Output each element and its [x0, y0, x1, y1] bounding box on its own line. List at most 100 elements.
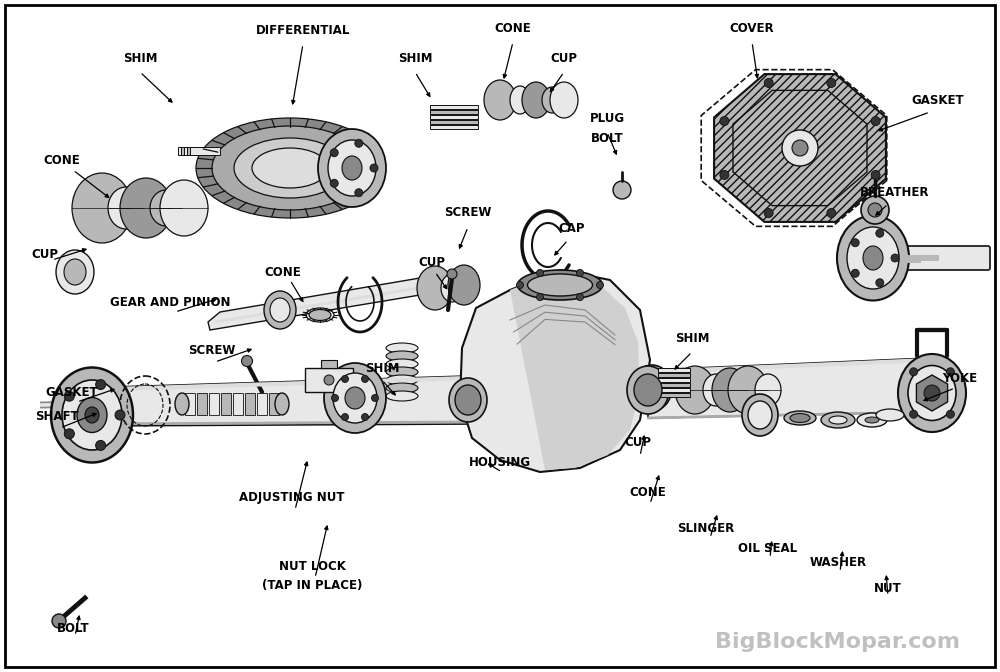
Text: CAP: CAP [559, 222, 585, 235]
Ellipse shape [857, 413, 887, 427]
Ellipse shape [908, 366, 956, 421]
Circle shape [827, 208, 836, 218]
Circle shape [324, 375, 334, 385]
Ellipse shape [510, 86, 530, 114]
Ellipse shape [333, 373, 377, 423]
Circle shape [910, 368, 918, 376]
Text: CONE: CONE [44, 153, 80, 167]
Text: ADJUSTING NUT: ADJUSTING NUT [239, 491, 345, 505]
Polygon shape [460, 270, 650, 472]
Ellipse shape [755, 374, 781, 406]
Text: CUP: CUP [550, 52, 578, 65]
Text: HOUSING: HOUSING [469, 456, 531, 468]
Circle shape [64, 391, 74, 401]
Polygon shape [714, 74, 886, 222]
Ellipse shape [386, 375, 418, 385]
Bar [197, 393, 207, 415]
Circle shape [764, 208, 773, 218]
Ellipse shape [703, 374, 729, 406]
Text: DIFFERENTIAL: DIFFERENTIAL [256, 24, 350, 36]
FancyBboxPatch shape [871, 246, 990, 270]
Text: (TAP IN PLACE): (TAP IN PLACE) [262, 579, 362, 593]
Ellipse shape [234, 138, 346, 198]
Circle shape [342, 413, 349, 421]
Bar [257, 393, 267, 415]
Polygon shape [510, 275, 640, 470]
Polygon shape [208, 278, 430, 330]
Circle shape [891, 254, 899, 262]
Ellipse shape [441, 274, 463, 302]
Circle shape [720, 171, 729, 179]
Bar [430, 115, 478, 119]
Circle shape [720, 116, 729, 126]
Ellipse shape [712, 368, 748, 412]
Ellipse shape [120, 178, 172, 238]
Ellipse shape [150, 190, 182, 226]
Ellipse shape [386, 359, 418, 369]
Circle shape [910, 410, 918, 418]
Text: GEAR AND PINION: GEAR AND PINION [110, 296, 230, 308]
Ellipse shape [865, 417, 879, 423]
Ellipse shape [550, 82, 578, 118]
Ellipse shape [748, 401, 772, 429]
Circle shape [576, 294, 584, 300]
Ellipse shape [821, 412, 855, 428]
Ellipse shape [876, 409, 904, 421]
Circle shape [792, 140, 808, 156]
Text: PLUG: PLUG [589, 112, 625, 124]
Ellipse shape [837, 216, 909, 300]
Circle shape [447, 269, 457, 279]
Ellipse shape [309, 310, 331, 321]
Ellipse shape [448, 265, 480, 305]
Ellipse shape [922, 382, 942, 405]
Text: NUT: NUT [874, 581, 902, 595]
Circle shape [332, 394, 338, 401]
Ellipse shape [64, 259, 86, 285]
Bar [221, 393, 231, 415]
Text: BREATHER: BREATHER [860, 185, 930, 198]
Bar [181, 147, 211, 155]
Circle shape [924, 385, 940, 401]
Bar [233, 393, 243, 415]
Ellipse shape [212, 126, 368, 210]
Ellipse shape [528, 274, 592, 296]
Circle shape [115, 410, 125, 420]
Circle shape [330, 149, 338, 157]
Ellipse shape [386, 383, 418, 393]
Ellipse shape [160, 180, 208, 236]
Bar [185, 393, 195, 415]
Bar [430, 105, 478, 109]
Circle shape [516, 282, 524, 288]
Circle shape [851, 239, 859, 247]
Polygon shape [916, 375, 948, 411]
Text: CONE: CONE [265, 265, 301, 278]
Text: SHIM: SHIM [365, 362, 399, 374]
Bar [178, 147, 208, 155]
Circle shape [946, 410, 954, 418]
Ellipse shape [108, 187, 144, 229]
Text: OIL SEAL: OIL SEAL [738, 542, 798, 554]
Bar [658, 393, 690, 397]
Ellipse shape [345, 387, 365, 409]
Circle shape [362, 376, 368, 382]
Ellipse shape [449, 378, 487, 422]
Circle shape [355, 189, 363, 197]
Ellipse shape [62, 380, 122, 450]
Text: SHIM: SHIM [123, 52, 157, 65]
Circle shape [96, 440, 106, 450]
Ellipse shape [386, 343, 418, 353]
Polygon shape [648, 358, 930, 418]
Circle shape [536, 269, 544, 276]
Ellipse shape [455, 385, 481, 415]
Circle shape [871, 171, 880, 179]
Circle shape [946, 368, 954, 376]
Ellipse shape [898, 354, 966, 432]
Bar [658, 383, 690, 387]
Bar [321, 360, 337, 368]
Ellipse shape [77, 398, 107, 433]
Ellipse shape [386, 391, 418, 401]
Ellipse shape [627, 366, 669, 414]
Circle shape [613, 181, 631, 199]
Ellipse shape [522, 82, 550, 118]
Text: CUP: CUP [32, 249, 58, 261]
